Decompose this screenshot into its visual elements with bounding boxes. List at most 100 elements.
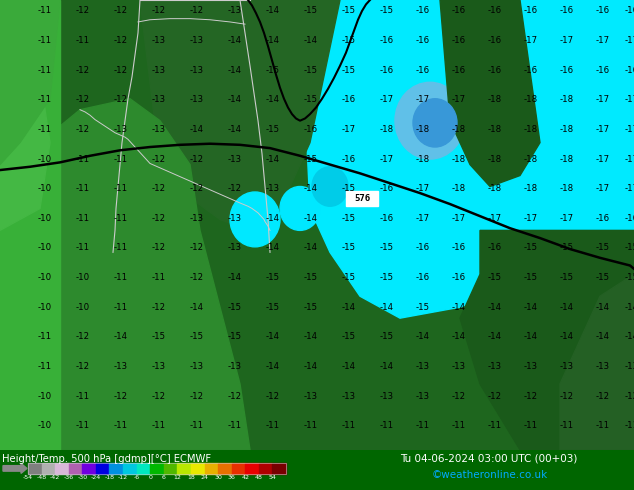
Text: -16: -16 — [452, 6, 466, 16]
Text: -15: -15 — [380, 6, 394, 16]
Text: -12: -12 — [524, 392, 538, 400]
Text: -12: -12 — [76, 96, 90, 104]
Bar — [28, 463, 42, 474]
Text: -18: -18 — [524, 154, 538, 164]
Text: -18: -18 — [488, 184, 502, 193]
Text: -12: -12 — [152, 6, 166, 16]
Bar — [68, 463, 82, 474]
Text: -15: -15 — [304, 273, 318, 282]
Text: -12: -12 — [114, 66, 128, 74]
Text: -11: -11 — [152, 273, 166, 282]
Text: -14: -14 — [342, 362, 356, 371]
Bar — [346, 191, 378, 206]
Bar — [205, 463, 218, 474]
Text: -16: -16 — [380, 66, 394, 74]
Text: -17: -17 — [416, 214, 430, 223]
Text: -14: -14 — [488, 332, 502, 342]
Bar — [150, 463, 164, 474]
Text: -16: -16 — [596, 6, 610, 16]
Text: -11: -11 — [38, 6, 52, 16]
Text: -11: -11 — [114, 184, 128, 193]
Text: -10: -10 — [38, 303, 52, 312]
Text: -15: -15 — [342, 6, 356, 16]
Text: -18: -18 — [488, 154, 502, 164]
Text: -14: -14 — [524, 303, 538, 312]
Text: -24: -24 — [91, 475, 101, 480]
Text: 6: 6 — [162, 475, 165, 480]
Bar — [96, 463, 110, 474]
Text: -15: -15 — [304, 66, 318, 74]
Text: -16: -16 — [560, 66, 574, 74]
Text: -42: -42 — [50, 475, 60, 480]
Text: -11: -11 — [380, 421, 394, 430]
Text: -16: -16 — [452, 244, 466, 252]
Text: -18: -18 — [488, 96, 502, 104]
Text: -15: -15 — [560, 244, 574, 252]
Text: -12: -12 — [488, 392, 502, 400]
Text: -15: -15 — [266, 66, 280, 74]
Text: -12: -12 — [152, 214, 166, 223]
Text: -14: -14 — [560, 303, 574, 312]
Text: -15: -15 — [380, 244, 394, 252]
Text: -13: -13 — [190, 214, 204, 223]
Text: -18: -18 — [560, 125, 574, 134]
Text: -17: -17 — [625, 36, 634, 45]
Text: -18: -18 — [452, 184, 466, 193]
Text: -11: -11 — [114, 273, 128, 282]
Text: -11: -11 — [114, 154, 128, 164]
Text: -11: -11 — [228, 421, 242, 430]
Text: -6: -6 — [134, 475, 139, 480]
Text: -12: -12 — [190, 392, 204, 400]
Text: -16: -16 — [524, 6, 538, 16]
Text: -14: -14 — [560, 332, 574, 342]
Text: -18: -18 — [452, 154, 466, 164]
Text: -13: -13 — [596, 362, 610, 371]
Text: -12: -12 — [114, 392, 128, 400]
Text: -14: -14 — [228, 96, 242, 104]
Text: -13: -13 — [190, 66, 204, 74]
Text: -18: -18 — [416, 154, 430, 164]
Text: 30: 30 — [214, 475, 222, 480]
Text: -11: -11 — [152, 421, 166, 430]
Text: -13: -13 — [114, 125, 128, 134]
Text: -15: -15 — [304, 96, 318, 104]
Text: -17: -17 — [625, 125, 634, 134]
Text: -16: -16 — [416, 66, 430, 74]
Text: -16: -16 — [380, 214, 394, 223]
Text: -14: -14 — [228, 273, 242, 282]
Text: 48: 48 — [255, 475, 262, 480]
Text: -10: -10 — [38, 244, 52, 252]
Text: -18: -18 — [560, 96, 574, 104]
Text: -16: -16 — [560, 6, 574, 16]
Text: -16: -16 — [524, 66, 538, 74]
Text: -11: -11 — [38, 96, 52, 104]
Text: -14: -14 — [266, 214, 280, 223]
Text: -12: -12 — [114, 96, 128, 104]
Text: -11: -11 — [114, 244, 128, 252]
Text: -13: -13 — [190, 96, 204, 104]
Text: 42: 42 — [242, 475, 249, 480]
Text: -12: -12 — [560, 392, 574, 400]
Text: -11: -11 — [38, 332, 52, 342]
Text: 36: 36 — [228, 475, 236, 480]
Text: -15: -15 — [152, 332, 166, 342]
Text: -16: -16 — [452, 36, 466, 45]
Text: -16: -16 — [488, 244, 502, 252]
Text: -16: -16 — [596, 66, 610, 74]
Text: -14: -14 — [228, 66, 242, 74]
Text: -17: -17 — [625, 154, 634, 164]
Text: -12: -12 — [114, 36, 128, 45]
Text: -12: -12 — [76, 66, 90, 74]
Text: -11: -11 — [38, 66, 52, 74]
Text: -17: -17 — [524, 36, 538, 45]
Text: -11: -11 — [38, 362, 52, 371]
Text: -11: -11 — [266, 421, 280, 430]
Circle shape — [413, 99, 457, 147]
Text: -12: -12 — [76, 332, 90, 342]
Text: -14: -14 — [488, 303, 502, 312]
Polygon shape — [440, 0, 540, 187]
Text: -10: -10 — [38, 392, 52, 400]
Text: -13: -13 — [228, 244, 242, 252]
Text: -12: -12 — [452, 392, 466, 400]
Text: -11: -11 — [560, 421, 574, 430]
